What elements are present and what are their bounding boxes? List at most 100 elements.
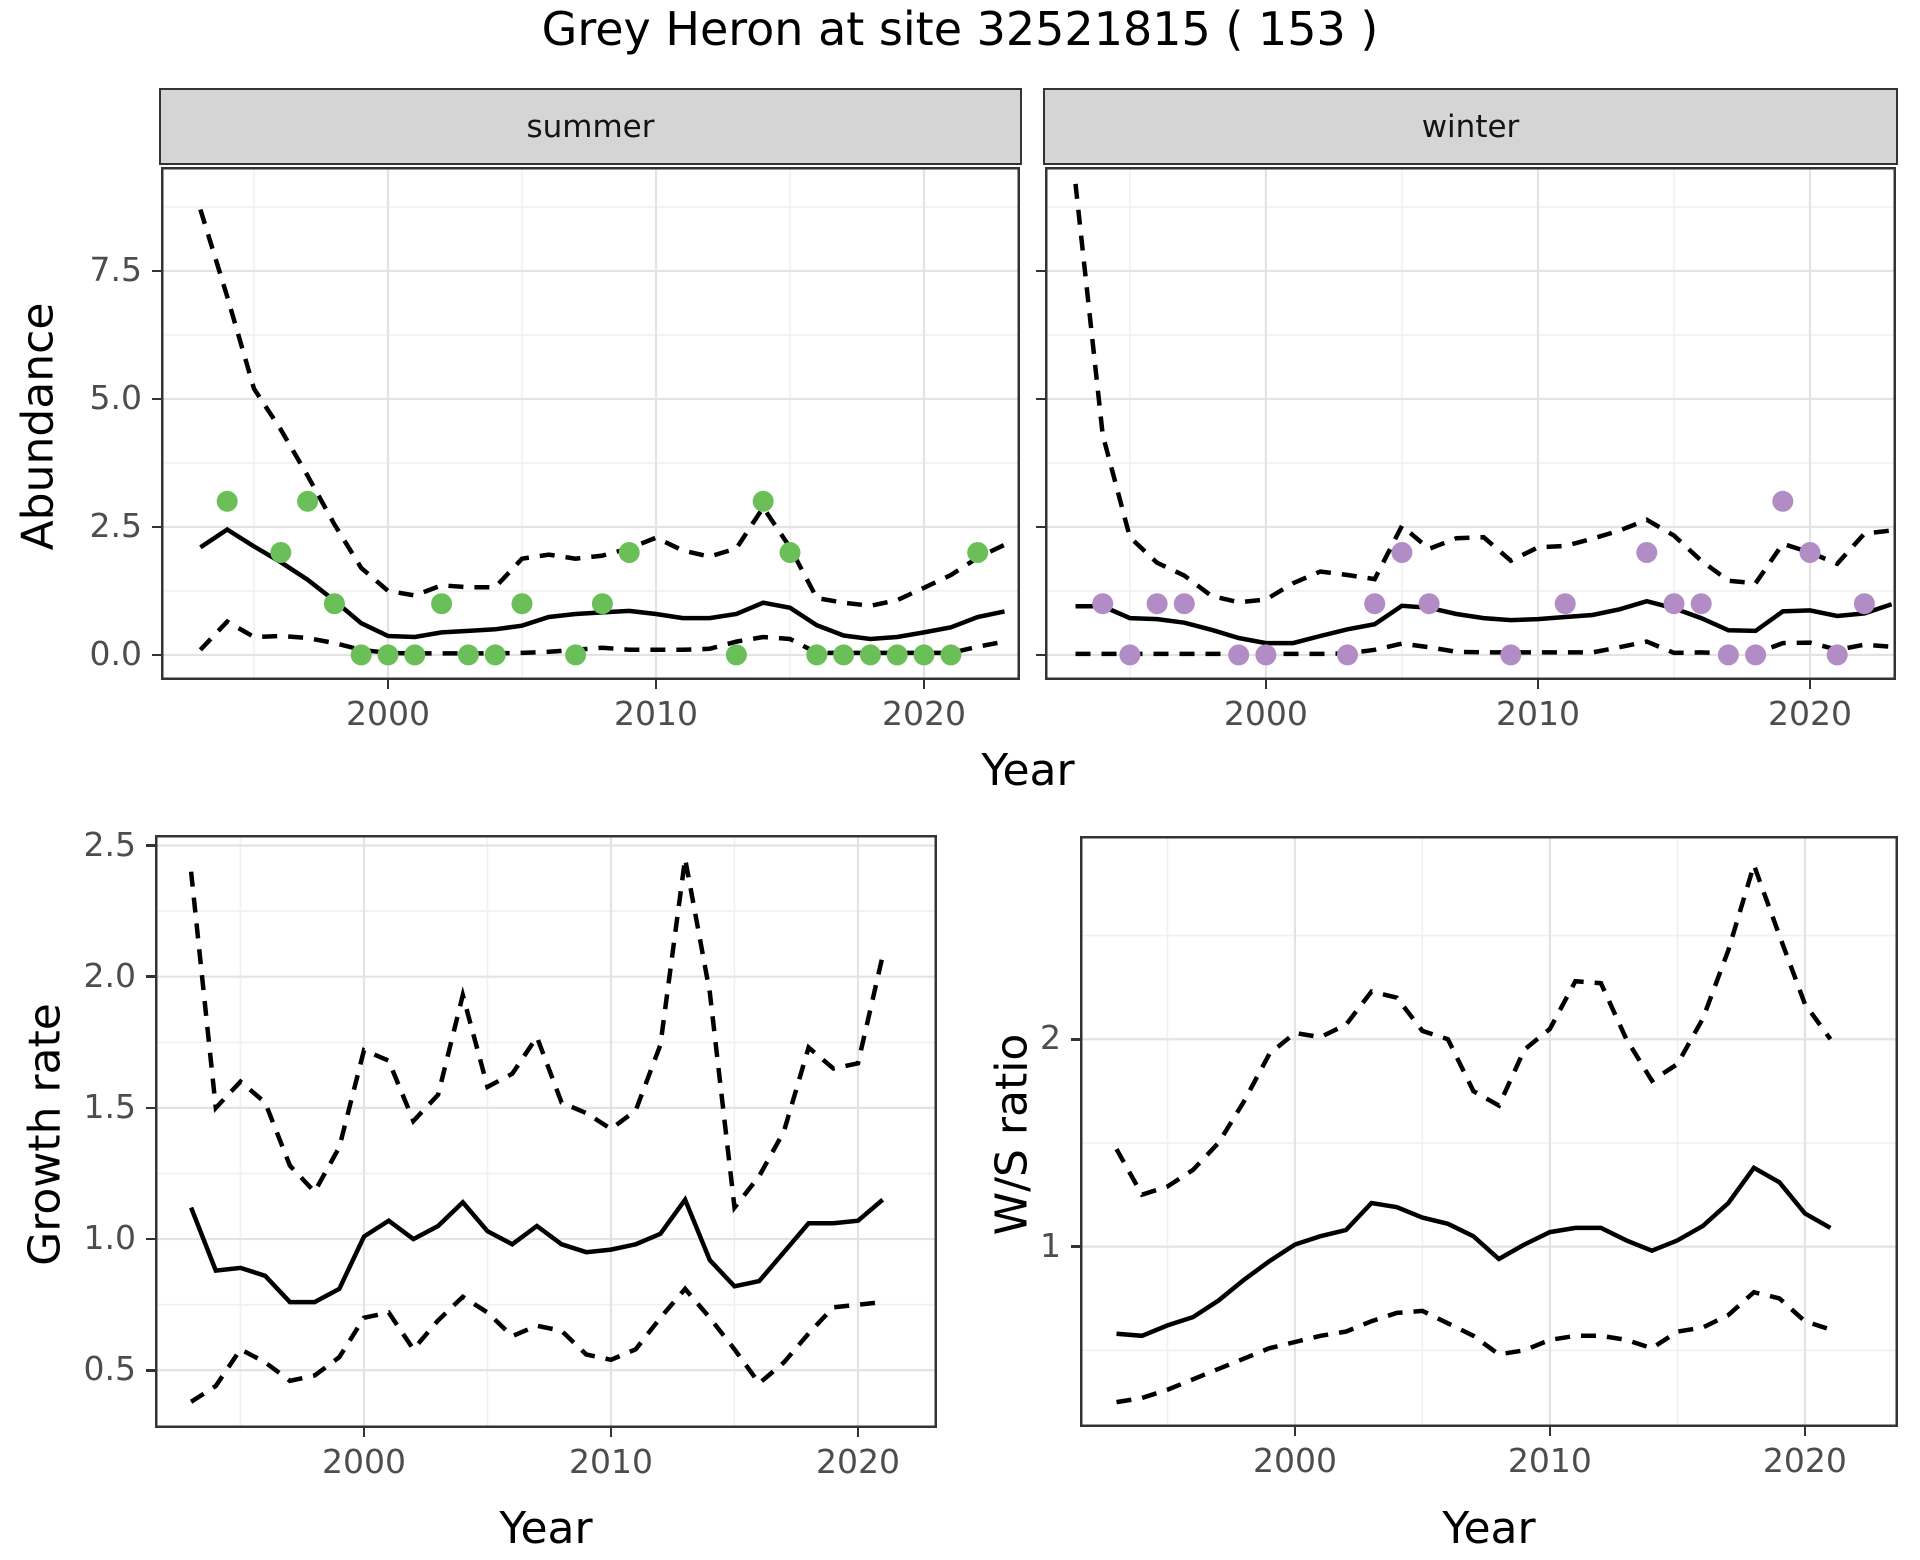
point-observed-counts <box>1119 644 1141 666</box>
panel-growth-rate <box>155 835 937 1428</box>
y-tick-label: 2.5 <box>83 824 136 864</box>
x-tick-mark <box>1293 1427 1297 1436</box>
y-tick-label: 2.0 <box>83 955 136 995</box>
x-tick-mark <box>1548 1427 1552 1436</box>
point-observed-counts <box>511 593 533 615</box>
point-observed-counts <box>1337 644 1358 666</box>
point-observed-counts <box>216 490 238 512</box>
point-observed-counts <box>1636 542 1658 563</box>
x-tick-mark <box>609 1428 613 1437</box>
y-tick-mark <box>152 525 161 529</box>
point-observed-counts <box>1663 593 1685 615</box>
y-tick-mark <box>1036 525 1045 529</box>
y-axis-title-growth-rate: Growth rate <box>19 1003 71 1266</box>
x-axis-title-top: Year <box>981 745 1075 796</box>
point-observed-counts <box>833 644 855 666</box>
x-tick-mark <box>1808 680 1812 689</box>
point-observed-counts <box>457 644 479 666</box>
series-upper-ci <box>198 208 1006 609</box>
point-observed-counts <box>297 490 319 512</box>
x-axis-title-bottom-left: Year <box>499 1503 593 1554</box>
x-tick-label: 2020 <box>882 694 966 733</box>
x-tick-mark <box>1536 680 1540 689</box>
y-tick-label: 1 <box>1040 1225 1061 1265</box>
point-observed-counts <box>484 644 506 666</box>
y-tick-label: 5.0 <box>89 377 142 417</box>
series-mean <box>189 1195 885 1305</box>
x-tick-label: 2000 <box>346 694 430 733</box>
y-tick-mark <box>1036 269 1045 273</box>
point-observed-counts <box>404 644 426 666</box>
x-tick-label: 2000 <box>1253 1441 1337 1480</box>
y-tick-mark <box>146 844 155 847</box>
point-observed-counts <box>913 644 935 666</box>
y-tick-label: 2 <box>1040 1018 1061 1058</box>
point-observed-counts <box>1690 593 1712 615</box>
panel-ws-ratio <box>1080 836 1898 1427</box>
series-mean <box>1116 1164 1832 1339</box>
y-tick-mark <box>152 269 161 273</box>
series-mean <box>199 526 1005 642</box>
point-observed-counts <box>1418 593 1440 615</box>
panel-abundance-summer <box>161 167 1020 680</box>
y-tick-mark <box>152 653 161 657</box>
point-observed-counts <box>1799 542 1821 563</box>
x-tick-mark <box>1803 1427 1807 1436</box>
x-axis-title-bottom-right: Year <box>1442 1503 1536 1554</box>
series-upper-ci <box>1114 857 1833 1198</box>
x-tick-label: 2020 <box>1768 694 1852 733</box>
point-observed-counts <box>565 644 587 666</box>
y-tick-mark <box>146 1237 155 1241</box>
series-mean <box>1075 598 1893 646</box>
point-observed-counts <box>806 644 828 666</box>
series-lower-ci <box>1075 639 1892 657</box>
x-tick-mark <box>1264 680 1268 689</box>
point-observed-counts <box>1745 644 1767 666</box>
x-tick-label: 2010 <box>569 1442 653 1481</box>
x-tick-mark <box>386 680 390 689</box>
point-observed-counts <box>1826 644 1848 666</box>
x-tick-mark <box>654 680 658 689</box>
y-axis-title-ws-ratio: W/S ratio <box>986 1033 1038 1236</box>
series-lower-ci <box>198 618 1005 656</box>
point-observed-counts <box>270 542 292 563</box>
point-observed-counts <box>1364 593 1386 615</box>
point-observed-counts <box>752 490 774 512</box>
x-tick-label: 2020 <box>1762 1441 1847 1480</box>
point-observed-counts <box>1772 490 1794 512</box>
series-upper-ci <box>1073 183 1892 605</box>
y-tick-mark <box>1036 653 1045 657</box>
point-observed-counts <box>1092 593 1114 615</box>
y-tick-mark <box>146 975 155 978</box>
facet-strip-summer: summer <box>159 88 1022 165</box>
series-upper-ci <box>188 858 885 1214</box>
point-observed-counts <box>591 593 613 615</box>
y-tick-label: 1.5 <box>83 1086 136 1126</box>
x-tick-label: 2010 <box>1496 694 1580 733</box>
point-observed-counts <box>431 593 453 615</box>
point-observed-counts <box>1173 593 1195 615</box>
y-tick-mark <box>1036 397 1045 401</box>
x-tick-label: 2010 <box>1507 1441 1592 1480</box>
point-observed-counts <box>350 644 372 666</box>
point-observed-counts <box>618 542 640 563</box>
y-tick-mark <box>152 397 161 401</box>
series-lower-ci <box>189 1285 883 1404</box>
y-tick-mark <box>146 1106 155 1110</box>
point-observed-counts <box>1717 644 1739 666</box>
chart-title: Grey Heron at site 32521815 ( 153 ) <box>541 2 1379 56</box>
facet-strip-summer-label: summer <box>526 108 655 145</box>
point-observed-counts <box>1255 644 1277 666</box>
y-tick-label: 2.5 <box>89 505 142 545</box>
y-tick-label: 0.5 <box>83 1349 136 1389</box>
point-observed-counts <box>940 644 962 666</box>
panel-abundance-winter <box>1045 167 1896 680</box>
point-observed-counts <box>967 542 989 563</box>
y-tick-mark <box>146 1369 155 1372</box>
point-observed-counts <box>1228 644 1250 666</box>
x-tick-label: 2000 <box>1223 694 1308 733</box>
x-tick-mark <box>922 680 926 689</box>
point-observed-counts <box>1391 542 1413 563</box>
point-observed-counts <box>377 644 399 666</box>
